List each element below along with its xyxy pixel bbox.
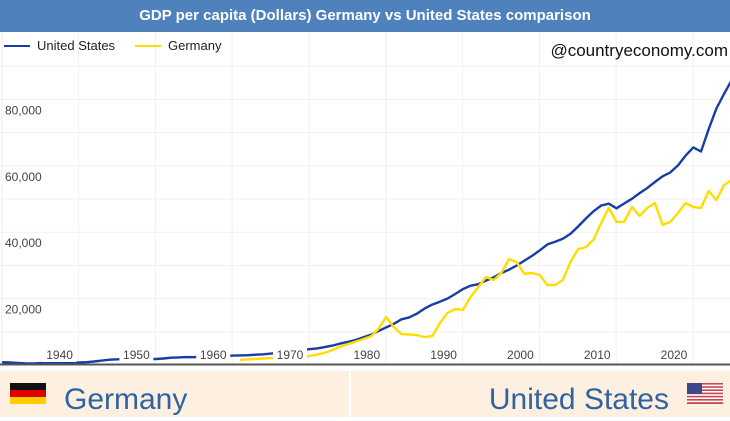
country-bar: Germany United States (0, 367, 730, 421)
x-tick-label: 2020 (661, 348, 688, 362)
x-axis-labels: 1940 1950 1960 1970 1980 1990 2000 2010 2020 (42, 346, 691, 362)
x-tick-label: 1950 (123, 348, 150, 362)
y-tick-label: 20,000 (5, 303, 42, 317)
x-tick-label-bg (196, 346, 231, 362)
germany-flag-icon (10, 383, 46, 404)
gdp-line-chart: 1940 1950 1960 1970 1980 1990 2000 2010 2020 20,… (0, 32, 730, 366)
country-name-united-states[interactable]: United States (488, 383, 669, 416)
chart-title: GDP per capita (Dollars) Germany vs Unit… (0, 0, 730, 32)
x-tick-label-bg (580, 346, 615, 362)
legend-label: United States (37, 38, 116, 53)
x-tick-label: 1980 (353, 348, 380, 362)
legend-item-united-states[interactable]: United States (4, 38, 115, 53)
country-name-germany[interactable]: Germany (64, 383, 188, 416)
y-axis-labels: 20,000 40,000 60,000 80,000 (5, 103, 42, 316)
x-tick-label: 1970 (277, 348, 304, 362)
y-tick-label: 40,000 (5, 236, 42, 250)
grid-lines (0, 32, 730, 364)
legend-label: Germany (168, 38, 222, 53)
series-line-germany (240, 179, 730, 362)
x-tick-label: 1940 (46, 348, 73, 362)
x-tick-label-bg (42, 346, 77, 362)
x-tick-label: 1990 (430, 348, 457, 362)
x-tick-label-bg (657, 346, 691, 362)
x-tick-label-bg (426, 346, 461, 362)
y-tick-label: 80,000 (5, 103, 42, 117)
united-states-flag-icon (687, 383, 723, 404)
legend-item-germany[interactable]: Germany (135, 38, 221, 53)
divider (349, 371, 351, 421)
y-tick-label: 60,000 (5, 170, 42, 184)
legend-swatch-united-states (4, 44, 30, 47)
watermark: @countryeconomy.com (550, 41, 728, 60)
series-lines (2, 80, 730, 365)
x-tick-label: 2000 (507, 348, 534, 362)
x-tick-label: 1960 (200, 348, 227, 362)
x-tick-label-bg (349, 346, 384, 362)
x-tick-label-bg (503, 346, 538, 362)
x-tick-label: 2010 (584, 348, 611, 362)
x-tick-label-bg (273, 346, 307, 362)
legend-swatch-germany (135, 44, 161, 47)
x-tick-label-bg (119, 346, 154, 362)
